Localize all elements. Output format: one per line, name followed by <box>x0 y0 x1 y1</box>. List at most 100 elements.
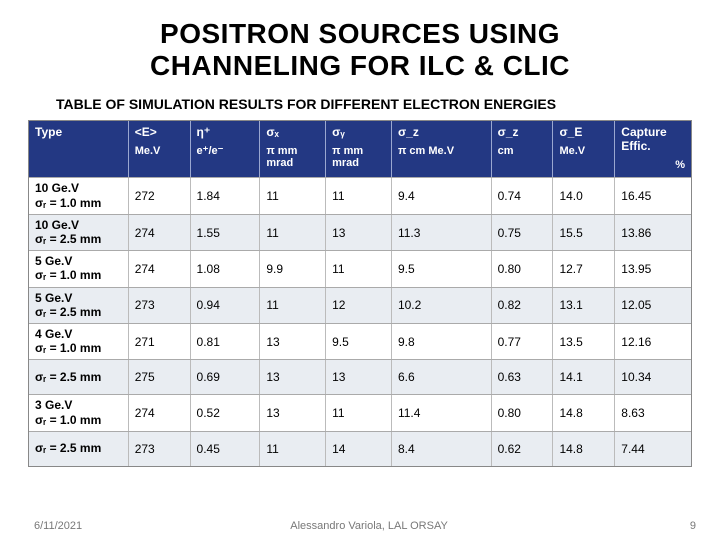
table-row: 4 Ge.Vσᵣ = 1.0 mm2710.81139.59.80.7713.5… <box>29 323 691 359</box>
value-cell: 275 <box>129 360 191 394</box>
value-cell: 11 <box>260 432 326 466</box>
value-cell: 15.5 <box>553 215 615 250</box>
footer-author: Alessandro Variola, LAL ORSAY <box>82 520 656 532</box>
value-cell: 11.4 <box>392 395 492 430</box>
value-cell: 11 <box>326 251 392 286</box>
type-cell: 10 Ge.V σᵣ = 1.0 mm <box>29 178 129 213</box>
table-row: 5 Ge.Vσᵣ = 2.5 mm2730.94111210.20.8213.1… <box>29 287 691 323</box>
footer-page-number: 9 <box>656 520 696 532</box>
value-cell: 0.82 <box>492 288 554 323</box>
type-line-1: 10 Ge.V <box>35 182 79 195</box>
title-line-2: CHANNELING FOR ILC & CLIC <box>150 50 570 81</box>
value-cell: 12.7 <box>553 251 615 286</box>
value-cell: 0.81 <box>191 324 261 359</box>
value-cell: 14 <box>326 432 392 466</box>
value-cell: 13.86 <box>615 215 691 250</box>
value-cell: 274 <box>129 215 191 250</box>
value-cell: 13.5 <box>553 324 615 359</box>
value-cell: 13 <box>260 395 326 430</box>
type-line-2: σᵣ = 1.0 mm <box>35 197 101 210</box>
value-cell: 272 <box>129 178 191 213</box>
type-cell: σᵣ = 2.5 mm <box>29 360 129 394</box>
value-cell: 0.63 <box>492 360 554 394</box>
value-cell: 13 <box>326 360 392 394</box>
type-cell: 4 Ge.Vσᵣ = 1.0 mm <box>29 324 129 359</box>
value-cell: 13.1 <box>553 288 615 323</box>
value-cell: 11.3 <box>392 215 492 250</box>
type-line-1: 3 Ge.V <box>35 399 72 412</box>
col-header-energy: <E> Me.V <box>129 121 191 177</box>
slide: POSITRON SOURCES USING CHANNELING FOR IL… <box>0 0 720 540</box>
value-cell: 0.75 <box>492 215 554 250</box>
value-cell: 11 <box>326 178 392 213</box>
value-cell: 9.5 <box>326 324 392 359</box>
value-cell: 13 <box>326 215 392 250</box>
table-body: 10 Ge.Vσᵣ = 1.0 mm2721.8411119.40.7414.0… <box>29 177 691 465</box>
col-header-sigma-y: σᵧ π mm mrad <box>326 121 392 177</box>
value-cell: 8.63 <box>615 395 691 430</box>
type-line-2: σᵣ = 1.0 mm <box>35 269 101 282</box>
col-header-sigma-x: σₓ π mm mrad <box>260 121 326 177</box>
type-cell: 5 Ge.Vσᵣ = 1.0 mm <box>29 251 129 286</box>
type-line-1: 4 Ge.V <box>35 328 72 341</box>
type-line-1: 5 Ge.V <box>35 255 72 268</box>
value-cell: 0.69 <box>191 360 261 394</box>
slide-subtitle: TABLE OF SIMULATION RESULTS FOR DIFFEREN… <box>56 96 692 112</box>
value-cell: 13.95 <box>615 251 691 286</box>
table-row: σᵣ = 2.5 mm2750.6913136.60.6314.110.34 <box>29 359 691 394</box>
type-line-2: σᵣ = 2.5 mm <box>35 306 101 319</box>
type-line-2: σᵣ = 1.0 mm <box>35 342 101 355</box>
value-cell: 9.9 <box>260 251 326 286</box>
col-header-sigma-z2: σ_z cm <box>492 121 554 177</box>
value-cell: 1.08 <box>191 251 261 286</box>
value-cell: 8.4 <box>392 432 492 466</box>
value-cell: 14.0 <box>553 178 615 213</box>
value-cell: 271 <box>129 324 191 359</box>
value-cell: 13 <box>260 360 326 394</box>
value-cell: 12.05 <box>615 288 691 323</box>
value-cell: 6.6 <box>392 360 492 394</box>
value-cell: 0.74 <box>492 178 554 213</box>
footer-date: 6/11/2021 <box>34 520 82 532</box>
value-cell: 1.84 <box>191 178 261 213</box>
value-cell: 14.8 <box>553 395 615 430</box>
value-cell: 9.8 <box>392 324 492 359</box>
table-row: 5 Ge.Vσᵣ = 1.0 mm2741.089.9119.50.8012.7… <box>29 250 691 286</box>
value-cell: 13 <box>260 324 326 359</box>
table-row: 3 Ge.Vσᵣ = 1.0 mm2740.52131111.40.8014.8… <box>29 394 691 430</box>
table-header: Type <E> Me.V η⁺ e⁺/e⁻ σₓ π mm mrad σᵧ π… <box>29 121 691 177</box>
title-line-1: POSITRON SOURCES USING <box>160 18 560 49</box>
type-line-2: σᵣ = 2.5 mm <box>35 371 101 384</box>
type-line-2: σᵣ = 2.5 mm <box>35 442 101 455</box>
value-cell: 9.5 <box>392 251 492 286</box>
value-cell: 11 <box>260 178 326 213</box>
value-cell: 7.44 <box>615 432 691 466</box>
value-cell: 10.2 <box>392 288 492 323</box>
value-cell: 273 <box>129 288 191 323</box>
type-cell: σᵣ = 2.5 mm <box>29 432 129 466</box>
value-cell: 0.80 <box>492 251 554 286</box>
value-cell: 16.45 <box>615 178 691 213</box>
value-cell: 0.45 <box>191 432 261 466</box>
value-cell: 10.34 <box>615 360 691 394</box>
type-line-2: σᵣ = 2.5 mm <box>35 233 101 246</box>
value-cell: 14.1 <box>553 360 615 394</box>
value-cell: 11 <box>260 288 326 323</box>
table-row: σᵣ = 2.5 mm2730.4511148.40.6214.87.44 <box>29 431 691 466</box>
col-header-sigma-e: σ_E Me.V <box>553 121 615 177</box>
slide-footer: 6/11/2021 Alessandro Variola, LAL ORSAY … <box>0 520 720 532</box>
col-header-capture: Capture Effic. % <box>615 121 691 177</box>
value-cell: 274 <box>129 395 191 430</box>
value-cell: 11 <box>326 395 392 430</box>
value-cell: 0.62 <box>492 432 554 466</box>
results-table: Type <E> Me.V η⁺ e⁺/e⁻ σₓ π mm mrad σᵧ π… <box>28 120 692 466</box>
value-cell: 12.16 <box>615 324 691 359</box>
type-cell: 10 Ge.Vσᵣ = 2.5 mm <box>29 215 129 250</box>
type-cell: 5 Ge.Vσᵣ = 2.5 mm <box>29 288 129 323</box>
value-cell: 273 <box>129 432 191 466</box>
col-header-sigma-z1: σ_z π cm Me.V <box>392 121 492 177</box>
type-line-1: 5 Ge.V <box>35 292 72 305</box>
type-line-2: σᵣ = 1.0 mm <box>35 414 101 427</box>
type-cell: 3 Ge.V σᵣ = 1.0 mm <box>29 395 129 430</box>
value-cell: 11 <box>260 215 326 250</box>
